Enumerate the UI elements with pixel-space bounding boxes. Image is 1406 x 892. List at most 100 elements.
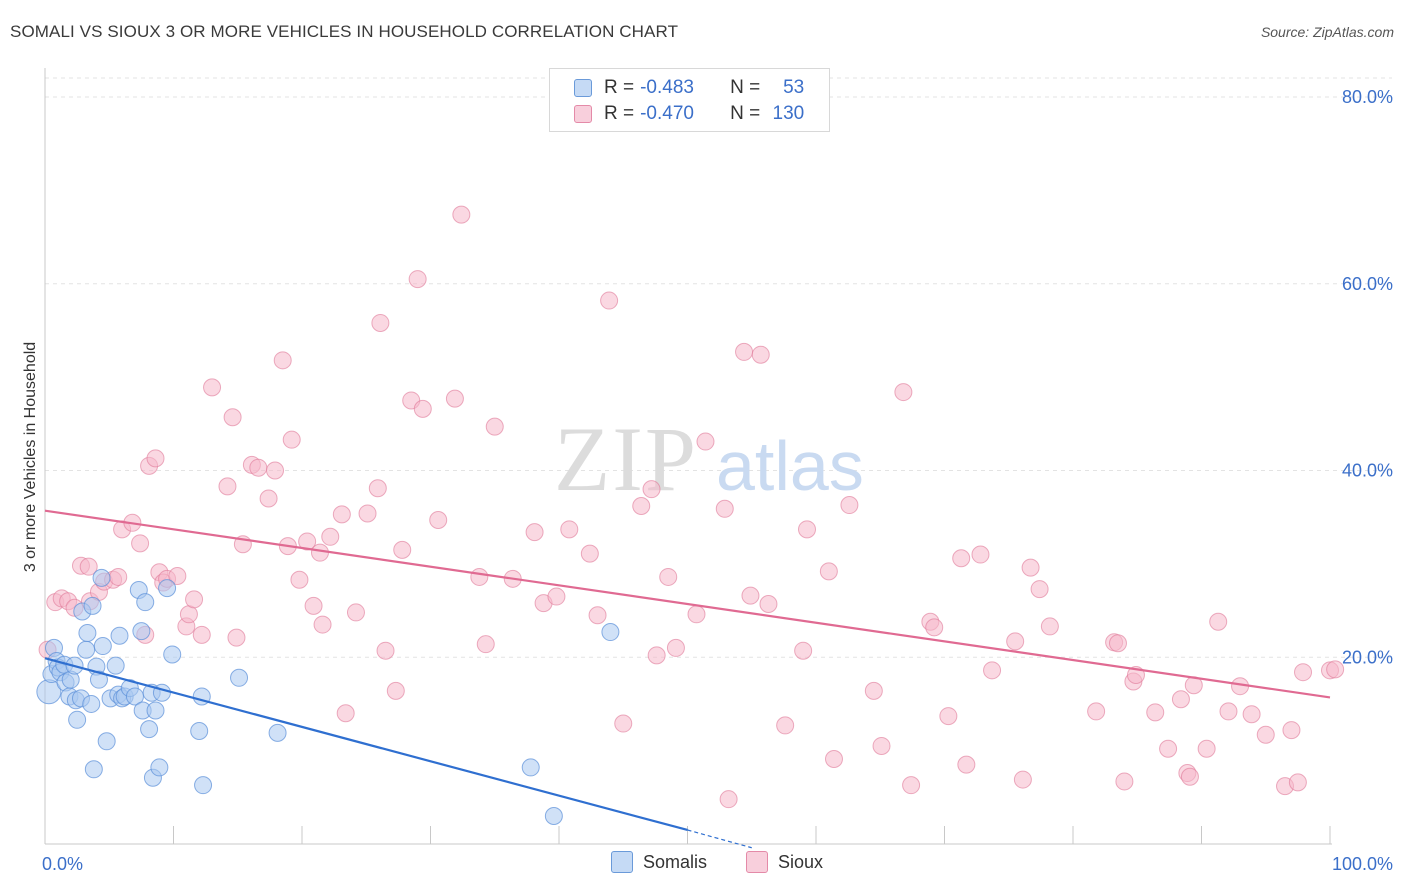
somalis-point — [77, 640, 96, 659]
sioux-point — [872, 736, 891, 755]
bottom-legend-sioux: Sioux — [746, 851, 823, 873]
sioux-point — [1256, 725, 1275, 744]
sioux-point — [614, 714, 633, 733]
sioux-point — [751, 345, 770, 364]
watermark-zip: ZIP — [554, 408, 698, 510]
somalis-point — [163, 645, 182, 664]
sioux-point — [894, 383, 913, 402]
sioux-point — [429, 510, 448, 529]
somalis-r-value: -0.483 — [640, 77, 694, 98]
tick-labels: 20.0% 40.0% 60.0% 80.0% 0.0% 100.0% — [42, 87, 1393, 874]
bottom-sioux-label: Sioux — [778, 851, 824, 872]
sioux-point — [840, 496, 859, 515]
somalis-point — [140, 720, 159, 739]
somalis-point — [146, 701, 165, 720]
somalis-point — [601, 623, 620, 642]
sioux-point — [1219, 702, 1238, 721]
sioux-point — [1159, 739, 1178, 758]
sioux-point — [346, 603, 365, 622]
sioux-point — [819, 562, 838, 581]
sioux-point — [666, 638, 685, 657]
somalis-point — [78, 623, 97, 642]
sioux-point — [957, 755, 976, 774]
sioux-point — [282, 430, 301, 449]
bottom-somalis-label: Somalis — [643, 851, 708, 872]
somalis-point — [194, 776, 213, 795]
somalis-point — [521, 758, 540, 777]
somalis-point — [190, 722, 209, 741]
somalis-point — [544, 806, 563, 825]
sioux-point — [696, 432, 715, 451]
sioux-point — [632, 496, 651, 515]
sioux-point — [273, 351, 292, 370]
sioux-point — [735, 342, 754, 361]
sioux-point — [290, 570, 309, 589]
trend-lines — [44, 509, 1331, 849]
sioux-point — [1006, 632, 1025, 651]
sioux-point — [336, 704, 355, 723]
sioux-point — [413, 399, 432, 418]
sioux-point — [227, 628, 246, 647]
somalis-point — [158, 579, 177, 598]
bottom-sioux-swatch — [746, 851, 768, 873]
sioux-point — [864, 681, 883, 700]
sioux-point — [223, 408, 242, 427]
correlation-legend: R = -0.483 N = 53 R = -0.470 N = 130 — [549, 68, 830, 132]
sioux-point — [408, 270, 427, 289]
sioux-points — [38, 205, 1345, 809]
sioux-r-label: R = — [604, 103, 635, 124]
sioux-point — [1171, 690, 1190, 709]
sioux-point — [659, 567, 678, 586]
sioux-point — [600, 291, 619, 310]
somalis-r-label: R = — [604, 77, 635, 98]
sioux-point — [266, 461, 285, 480]
somalis-point — [89, 670, 108, 689]
sioux-point — [1115, 772, 1134, 791]
watermark-atlas: atlas — [716, 427, 864, 505]
somalis-point — [68, 710, 87, 729]
sioux-point — [647, 646, 666, 665]
sioux-point — [1326, 660, 1345, 679]
somalis-point — [132, 622, 151, 641]
sioux-point — [939, 707, 958, 726]
sioux-point — [321, 527, 340, 546]
sioux-point — [687, 605, 706, 624]
sioux-point — [476, 635, 495, 654]
sioux-point — [304, 596, 323, 615]
sioux-point — [393, 540, 412, 559]
sioux-point — [470, 567, 489, 586]
chart-title: SOMALI VS SIOUX 3 OR MORE VEHICLES IN HO… — [10, 22, 679, 41]
sioux-point — [131, 534, 150, 553]
somalis-point — [83, 596, 102, 615]
bottom-somalis-swatch — [611, 851, 633, 873]
sioux-point — [1146, 703, 1165, 722]
sioux-point — [1209, 612, 1228, 631]
sioux-point — [971, 545, 990, 564]
sioux-point — [192, 625, 211, 644]
sioux-point — [1294, 663, 1313, 682]
sioux-r-value: -0.470 — [640, 103, 694, 124]
sioux-point — [146, 449, 165, 468]
sioux-point — [259, 489, 278, 508]
sioux-point — [525, 523, 544, 542]
sioux-point — [179, 605, 198, 624]
sioux-point — [1108, 634, 1127, 653]
sioux-point — [642, 480, 661, 499]
somalis-point — [84, 760, 103, 779]
gridlines — [45, 77, 1392, 658]
source-credit: Source: ZipAtlas.com — [1260, 24, 1394, 40]
sioux-point — [310, 543, 329, 562]
sioux-point — [1040, 617, 1059, 636]
sioux-point — [452, 205, 471, 224]
y-tick-label: 80.0% — [1342, 87, 1393, 107]
sioux-point — [445, 389, 464, 408]
somalis-point — [230, 668, 249, 687]
legend-row-sioux: R = -0.470 N = 130 — [574, 103, 804, 125]
sioux-point — [371, 313, 390, 332]
sioux-point — [1021, 558, 1040, 577]
somalis-point — [150, 758, 169, 777]
sioux-point — [332, 505, 351, 524]
y-tick-label: 40.0% — [1342, 461, 1393, 481]
sioux-point — [824, 750, 843, 769]
